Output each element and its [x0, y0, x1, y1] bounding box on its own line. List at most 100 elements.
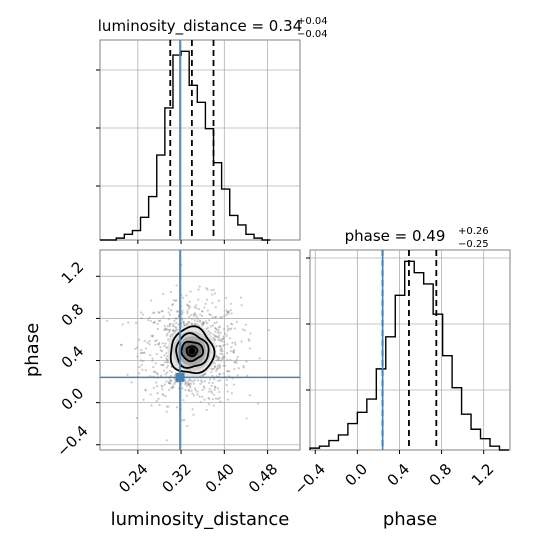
sample-point — [213, 378, 216, 381]
sample-point — [223, 327, 226, 331]
x-tick-label: 1.2 — [468, 460, 498, 490]
sample-point — [233, 368, 236, 371]
phase-x-axis-label: phase — [383, 509, 437, 530]
sample-point — [171, 329, 175, 333]
sample-point — [153, 370, 157, 373]
sample-point — [203, 306, 206, 309]
sample-point — [152, 370, 156, 373]
sample-point — [144, 388, 147, 391]
sample-point — [144, 347, 148, 350]
sample-point — [220, 316, 224, 319]
sample-point — [217, 358, 220, 362]
sample-point — [206, 326, 210, 329]
sample-point — [154, 343, 157, 346]
sample-point — [193, 315, 196, 318]
sample-point — [166, 324, 170, 328]
sample-point — [181, 387, 184, 390]
sample-point — [134, 347, 137, 350]
sample-point — [210, 384, 213, 387]
sample-point — [158, 311, 161, 314]
sample-point — [192, 382, 195, 385]
sample-point — [235, 358, 239, 361]
sample-point — [220, 339, 223, 343]
sample-point — [205, 287, 208, 290]
sample-point — [172, 386, 175, 389]
sample-point — [172, 323, 175, 326]
sample-point — [184, 378, 187, 381]
sample-point — [218, 366, 221, 369]
sample-point — [232, 349, 236, 352]
sample-point — [177, 310, 180, 313]
sample-point — [153, 321, 156, 324]
x-tick-label: 0.0 — [342, 460, 372, 490]
sample-point — [156, 327, 159, 331]
sample-point — [202, 322, 205, 325]
sample-point — [206, 321, 209, 325]
sample-point — [158, 341, 161, 345]
sample-point — [226, 358, 229, 362]
sample-point — [236, 374, 239, 377]
sample-point — [210, 289, 213, 292]
sample-point — [213, 321, 216, 325]
sample-point — [229, 358, 232, 362]
sample-point — [187, 382, 190, 385]
sample-point — [141, 313, 144, 316]
sample-point — [248, 347, 252, 350]
sample-point — [226, 311, 229, 314]
sample-point — [222, 364, 225, 367]
x-tick-label: 0.40 — [202, 460, 238, 496]
sample-point — [167, 381, 171, 384]
sample-point — [214, 365, 217, 369]
sample-point — [223, 356, 226, 359]
sample-point — [214, 306, 217, 309]
sample-point — [193, 322, 196, 326]
sample-point — [167, 381, 171, 385]
sample-point — [219, 331, 222, 334]
sample-point — [196, 317, 200, 320]
sample-point — [205, 408, 208, 412]
sample-point — [226, 310, 229, 313]
phase-title: phase = 0.49 — [345, 227, 446, 245]
sample-point — [223, 340, 226, 344]
sample-point — [187, 382, 190, 385]
sample-point — [166, 364, 169, 367]
sample-point — [248, 339, 251, 342]
sample-point — [163, 345, 166, 348]
sample-point — [182, 322, 185, 325]
sample-point — [216, 335, 220, 338]
sample-point — [157, 311, 160, 314]
sample-point — [140, 311, 143, 314]
sample-point — [168, 328, 171, 332]
sample-point — [153, 321, 156, 324]
sample-point — [213, 361, 216, 365]
sample-point — [227, 312, 230, 315]
sample-point — [244, 323, 248, 326]
sample-point — [162, 315, 165, 318]
sample-point — [159, 319, 162, 322]
sample-point — [208, 319, 211, 322]
grid — [310, 250, 510, 450]
sample-point — [201, 388, 204, 392]
phase-histogram-step — [309, 260, 509, 451]
sample-point — [189, 290, 192, 293]
sample-point — [149, 393, 152, 396]
sample-point — [226, 390, 229, 393]
sample-point — [140, 348, 143, 352]
sample-point — [154, 340, 157, 343]
sample-point — [226, 398, 230, 401]
sample-point — [219, 352, 222, 355]
sample-point — [214, 327, 217, 331]
sample-point — [189, 382, 192, 385]
tick-marks — [306, 257, 485, 454]
sample-point — [185, 303, 189, 306]
sample-point — [210, 391, 213, 395]
sample-point — [159, 346, 162, 349]
sample-point — [208, 313, 211, 316]
sample-point — [160, 384, 163, 387]
sample-point — [211, 324, 214, 327]
sample-point — [218, 396, 221, 399]
sample-point — [230, 392, 233, 395]
sample-point — [212, 404, 215, 407]
